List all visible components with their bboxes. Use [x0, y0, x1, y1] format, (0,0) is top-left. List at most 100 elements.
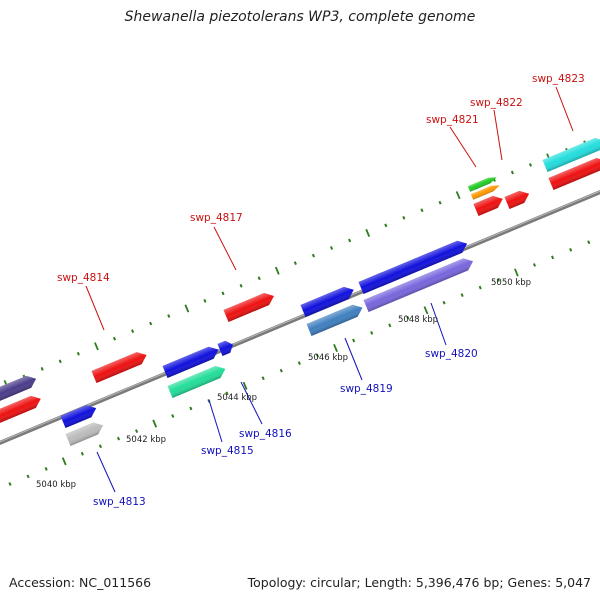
tick-mark — [384, 223, 388, 228]
tick-mark — [330, 246, 334, 250]
gene-arrow-shading — [167, 365, 226, 398]
gene-features — [0, 135, 600, 446]
tick-mark — [8, 482, 12, 486]
gene-swp-4813[interactable] — [65, 419, 105, 446]
tick-mark — [80, 451, 84, 456]
tick-mark — [279, 368, 283, 373]
tick-mark — [293, 261, 297, 265]
genome-backbone — [0, 190, 600, 445]
gene-swp-4819[interactable] — [306, 302, 365, 336]
gene-swp-4815[interactable] — [162, 344, 221, 378]
gene-feature[interactable] — [0, 373, 39, 404]
gene-label-swp-4822: swp_4822 — [470, 97, 523, 109]
gene-arrow-shading — [363, 258, 474, 312]
tick-mark — [528, 163, 533, 167]
tick-mark — [58, 359, 62, 364]
gene-feature[interactable] — [0, 393, 43, 426]
gene-swp-4817[interactable] — [223, 290, 276, 322]
tick-mark — [116, 436, 121, 441]
gene-swp-4815[interactable] — [167, 363, 227, 398]
gene-arrow-shading — [91, 352, 147, 383]
tick-mark — [225, 391, 229, 396]
gene-arrow-shading — [542, 138, 600, 172]
tick-mark — [76, 351, 80, 356]
gene-arrow-shading — [223, 293, 274, 322]
tick-mark — [98, 444, 102, 449]
gene-swp-4819[interactable] — [300, 284, 356, 317]
gene-arrow-shading — [300, 286, 354, 317]
gene-label-swp-4821: swp_4821 — [426, 114, 479, 126]
map-title: Shewanella piezotolerans WP3, complete g… — [124, 9, 476, 25]
tick-mark — [348, 238, 352, 243]
gene-label-swp-4813: swp_4813 — [93, 496, 146, 508]
tick-mark — [438, 200, 442, 205]
tick-mark — [496, 278, 500, 282]
tick-mark — [402, 215, 406, 220]
tick-mark — [94, 342, 99, 351]
gene-arrow-shading — [473, 195, 503, 216]
gene-arrow-shading — [217, 340, 233, 356]
genome-summary: Topology: circular; Length: 5,396,476 bp… — [247, 575, 591, 590]
tick-mark — [532, 263, 537, 267]
gene-feature[interactable] — [470, 183, 501, 200]
tick-mark — [352, 338, 356, 343]
tick-mark — [420, 208, 424, 213]
tick-mark — [167, 314, 171, 318]
gene-swp-4823[interactable] — [542, 135, 600, 172]
gene-label-swp-4817: swp_4817 — [190, 212, 243, 224]
tick-mark — [61, 457, 67, 466]
tick-mark — [203, 299, 207, 303]
tick-mark — [388, 323, 392, 328]
gene-feature[interactable] — [467, 175, 498, 192]
gene-swp-4820[interactable] — [363, 255, 475, 312]
gene-swp-4814[interactable] — [91, 349, 149, 383]
gene-arrow-shading — [470, 185, 500, 200]
tick-mark — [423, 306, 429, 315]
tick-mark — [184, 304, 190, 313]
gene-swp-4821[interactable] — [473, 193, 505, 216]
gene-arrow-shading — [0, 395, 41, 426]
tick-mark — [478, 285, 482, 290]
tick-mark — [460, 293, 464, 298]
gene-label-swp-4816: swp_4816 — [239, 428, 292, 440]
gene-label-swp-4820: swp_4820 — [425, 348, 478, 360]
tick-mark — [40, 367, 44, 371]
tick-mark — [315, 353, 319, 358]
gene-label-swp-4814: swp_4814 — [57, 272, 110, 284]
tick-mark — [257, 276, 261, 281]
tick-row-lower — [8, 240, 591, 486]
tick-mark — [514, 268, 519, 277]
gene-arrow-shading — [60, 405, 97, 428]
tick-mark — [569, 247, 573, 252]
gene-label-swp-4819: swp_4819 — [340, 383, 393, 395]
gene-arrow-shading — [65, 422, 104, 446]
gene-swp-4820[interactable] — [358, 238, 469, 294]
tick-mark — [171, 414, 175, 418]
gene-swp-4822[interactable] — [504, 188, 531, 209]
tick-mark — [551, 255, 555, 260]
gene-swp-4823[interactable] — [548, 155, 600, 190]
tick-mark — [44, 467, 48, 471]
tick-mark — [370, 331, 374, 335]
gene-label-swp-4823: swp_4823 — [532, 73, 585, 85]
gene-arrow-shading — [162, 346, 219, 378]
gene-arrow-shading — [467, 177, 497, 192]
tick-mark — [442, 300, 446, 305]
tick-mark — [26, 474, 30, 479]
tick-row-upper — [3, 140, 587, 389]
leader-lines — [85, 86, 574, 493]
tick-mark — [297, 361, 301, 365]
scale-label-5044: 5044 kbp — [217, 393, 257, 403]
gene-feature[interactable] — [217, 339, 235, 356]
tick-mark — [242, 381, 248, 390]
tick-mark — [221, 291, 225, 296]
tick-mark — [333, 343, 338, 353]
tick-mark — [274, 266, 280, 275]
tick-mark — [406, 315, 410, 320]
accession-text: Accession: NC_011566 — [9, 575, 152, 590]
tick-mark — [455, 191, 461, 200]
gene-swp-4813[interactable] — [60, 402, 98, 428]
gene-label-swp-4815: swp_4815 — [201, 445, 254, 457]
gene-arrow-shading — [548, 157, 600, 190]
